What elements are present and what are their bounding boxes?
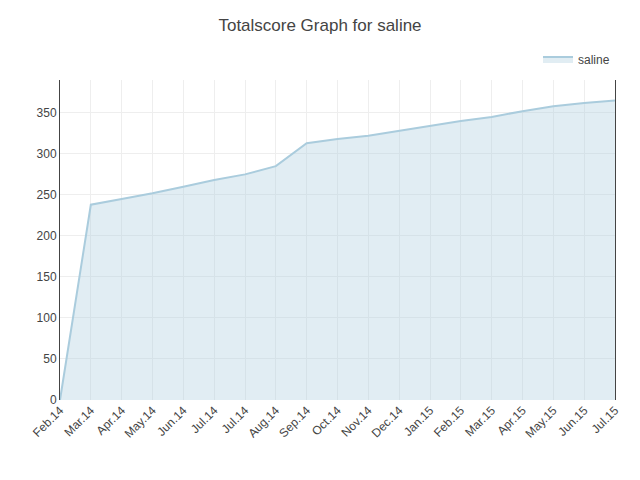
svg-text:Jun.14: Jun.14 (154, 403, 190, 439)
svg-text:200: 200 (37, 229, 57, 243)
svg-text:100: 100 (37, 311, 57, 325)
svg-text:250: 250 (37, 188, 57, 202)
svg-text:Jul.14: Jul.14 (188, 403, 221, 436)
svg-text:Totalscore Graph for saline: Totalscore Graph for saline (218, 16, 421, 35)
svg-text:0: 0 (50, 393, 57, 407)
svg-text:Mar.14: Mar.14 (61, 403, 97, 439)
svg-text:Jul.14: Jul.14 (219, 403, 252, 436)
svg-text:Apr.15: Apr.15 (494, 403, 529, 438)
svg-text:Sep.14: Sep.14 (276, 403, 313, 440)
svg-text:Oct.14: Oct.14 (309, 403, 344, 438)
svg-text:saline: saline (578, 53, 610, 67)
svg-text:Jun.15: Jun.15 (555, 403, 591, 439)
svg-text:150: 150 (37, 270, 57, 284)
svg-text:Dec.14: Dec.14 (369, 403, 406, 440)
svg-text:Jan.15: Jan.15 (401, 403, 437, 439)
svg-text:350: 350 (37, 106, 57, 120)
svg-text:Feb.14: Feb.14 (30, 403, 67, 440)
svg-text:Aug.14: Aug.14 (245, 403, 282, 440)
svg-text:May.15: May.15 (523, 403, 560, 440)
svg-text:50: 50 (43, 352, 57, 366)
svg-text:Mar.15: Mar.15 (462, 403, 498, 439)
svg-text:Jul.15: Jul.15 (589, 403, 622, 436)
svg-text:May.14: May.14 (122, 403, 159, 440)
svg-text:Apr.14: Apr.14 (94, 403, 129, 438)
svg-text:Nov.14: Nov.14 (339, 403, 375, 439)
svg-text:300: 300 (37, 147, 57, 161)
svg-text:Feb.15: Feb.15 (431, 403, 468, 440)
